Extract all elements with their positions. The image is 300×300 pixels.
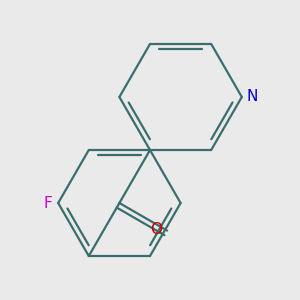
Text: N: N <box>247 89 258 104</box>
Text: F: F <box>44 196 52 211</box>
Text: O: O <box>150 222 162 237</box>
